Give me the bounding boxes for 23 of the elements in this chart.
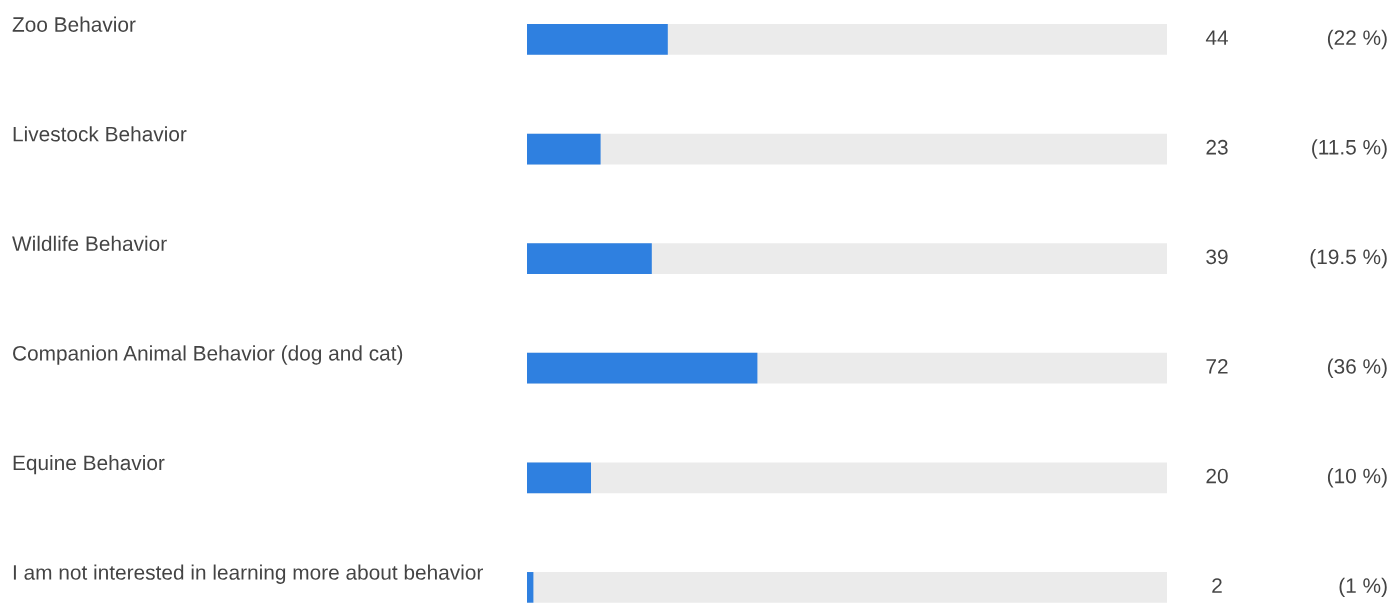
data-label: 44 [1205, 30, 1228, 45]
text: (11.5 %) [1312, 139, 1387, 159]
text: (1 %) [1339, 577, 1387, 598]
data-label: 20 [1206, 468, 1228, 484]
y-tick-label: Equine Behavior [13, 454, 165, 475]
text: (10 %) [1327, 468, 1387, 488]
text: (36 %) [1327, 358, 1387, 378]
bar [527, 24, 668, 55]
bar [527, 572, 534, 603]
data-label: 2 [1212, 578, 1222, 593]
y-tick-label: Companion Animal Behavior (dog and cat) [13, 345, 403, 365]
text: (22 %) [1327, 29, 1387, 50]
data-label: 23 [1206, 139, 1228, 155]
text: (19.5 %) [1310, 248, 1387, 269]
y-tick-label: Zoo Behavior [12, 16, 136, 32]
data-label: 72 [1206, 359, 1228, 374]
y-tick-label: I am not interested in learning more about behavior [13, 564, 483, 584]
bar [527, 133, 601, 165]
bar [527, 243, 652, 274]
bar [527, 462, 591, 494]
y-tick-label: Livestock Behavior [13, 126, 187, 142]
y-tick-label: Wildlife Behavior [12, 235, 167, 252]
data-label: 39 [1206, 249, 1228, 265]
